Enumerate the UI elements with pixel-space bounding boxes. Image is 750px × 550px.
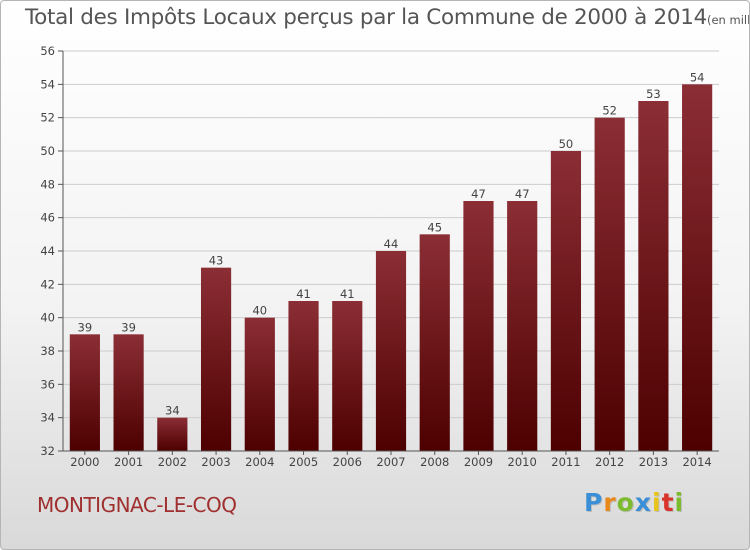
bar-2003 [200, 267, 232, 451]
bars [69, 84, 713, 452]
y-tick-label: 44 [40, 244, 55, 258]
y-tick-label: 42 [40, 277, 55, 291]
y-tick-label: 56 [40, 44, 55, 58]
x-tick-label-2002: 2002 [158, 455, 187, 469]
bar-2008 [419, 234, 450, 451]
x-tick-label-2000: 2000 [70, 455, 99, 469]
value-label-2003: 43 [209, 254, 224, 268]
chart-title-main: Total des Impôts Locaux perçus par la Co… [25, 5, 707, 30]
y-tick-label: 54 [40, 77, 55, 91]
axes [58, 50, 719, 455]
x-tick-labels: 2000 2001 2002 2003 2004 2005 2006 2007 2008 2009… [70, 455, 712, 469]
bar-2009 [463, 201, 494, 451]
bar-2004 [244, 317, 275, 451]
logo-letter: r [603, 488, 617, 517]
x-tick-label-2014: 2014 [682, 455, 711, 469]
x-tick-label-2009: 2009 [464, 455, 493, 469]
bar-2013 [638, 101, 669, 451]
value-label-2007: 44 [384, 237, 399, 251]
value-label-2012: 52 [602, 104, 617, 118]
value-label-2011: 50 [559, 137, 574, 151]
x-tick-label-2005: 2005 [289, 455, 318, 469]
value-label-2004: 40 [252, 304, 267, 318]
bar-2001 [113, 334, 144, 451]
y-tick-label: 52 [40, 111, 55, 125]
bar-2002 [157, 417, 188, 451]
value-label-2008: 45 [427, 220, 442, 234]
chart-title-unit: (en milliers d'€) [707, 13, 750, 27]
value-label-2001: 39 [121, 320, 136, 334]
value-label-2000: 39 [78, 320, 93, 334]
value-label-2014: 54 [690, 70, 705, 84]
logo-letter: x [634, 488, 652, 517]
logo-letter: t [661, 488, 675, 517]
x-tick-label-2004: 2004 [245, 455, 274, 469]
x-tick-label-2001: 2001 [114, 455, 143, 469]
bar-2006 [332, 301, 363, 451]
logo-letter: i [652, 488, 662, 517]
logo-letter: i [674, 488, 685, 517]
value-label-2013: 53 [646, 87, 661, 101]
value-label-2009: 47 [471, 187, 486, 201]
y-tick-label: 46 [40, 211, 55, 225]
x-tick-label-2011: 2011 [551, 455, 580, 469]
bar-2005 [288, 301, 319, 451]
y-tick-label: 50 [40, 144, 55, 158]
x-tick-label-2003: 2003 [201, 455, 230, 469]
logo-letter: P [584, 488, 604, 517]
y-tick-label: 34 [40, 411, 55, 425]
chart-title: Total des Impôts Locaux perçus par la Co… [25, 5, 750, 30]
value-label-2005: 41 [296, 287, 311, 301]
y-tick-labels: 32 34 36 38 40 42 44 46 48 50 52 54 56 [40, 44, 55, 458]
x-tick-label-2012: 2012 [595, 455, 624, 469]
bar-2011 [550, 151, 582, 451]
y-tick-label: 32 [40, 444, 55, 458]
proxiti-logo: Proxiti [584, 488, 684, 517]
value-labels: 39 39 34 43 40 41 41 44 45 47 47 50 52 53 54 [78, 70, 705, 417]
y-tick-label: 40 [40, 311, 55, 325]
bar-2000 [69, 334, 100, 451]
bar-2012 [594, 117, 625, 452]
y-tick-label: 36 [40, 377, 55, 391]
y-tick-label: 38 [40, 344, 55, 358]
bar-2007 [375, 251, 407, 451]
x-tick-label-2008: 2008 [420, 455, 449, 469]
x-tick-label-2013: 2013 [639, 455, 668, 469]
x-tick-label-2007: 2007 [376, 455, 405, 469]
value-label-2006: 41 [340, 287, 355, 301]
commune-name: MONTIGNAC-LE-COQ [37, 493, 237, 517]
x-tick-label-2010: 2010 [508, 455, 537, 469]
bar-2010 [507, 201, 538, 451]
value-label-2010: 47 [515, 187, 530, 201]
value-label-2002: 34 [165, 404, 180, 418]
bar-2014 [682, 84, 713, 451]
y-tick-label: 48 [40, 177, 55, 191]
x-tick-label-2006: 2006 [333, 455, 362, 469]
logo-letter: o [616, 488, 635, 517]
